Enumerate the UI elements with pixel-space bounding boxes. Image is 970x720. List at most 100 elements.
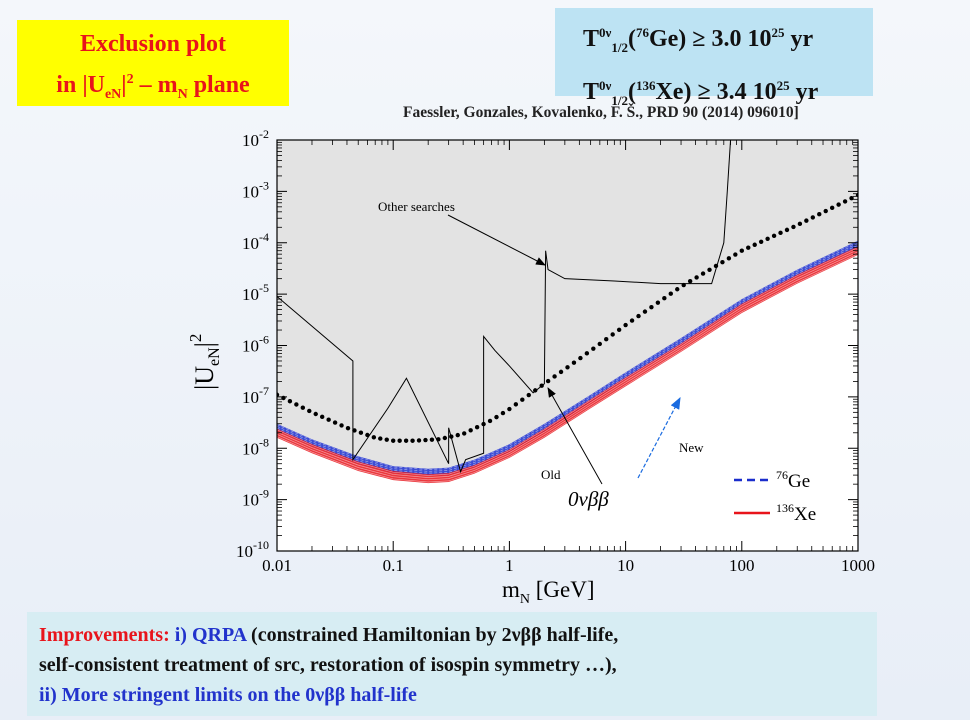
band-stripe-136Xe <box>277 251 858 481</box>
old-dot <box>713 263 719 269</box>
old-dot <box>616 327 622 332</box>
old-dot <box>487 418 493 424</box>
x-tick-label: 10 <box>617 556 634 575</box>
y-tick-label: 10-5 <box>242 281 269 304</box>
old-dot <box>397 438 402 443</box>
old-dot <box>332 420 338 425</box>
old-dot <box>636 313 641 319</box>
zeronu-arrow <box>547 387 603 485</box>
old-dot <box>558 369 564 375</box>
old-dot <box>313 411 318 417</box>
old-dot <box>507 406 512 412</box>
old-dot <box>694 275 699 280</box>
old-dot <box>784 227 790 233</box>
halflife-xe: T0ν1/2(136Xe) ≥ 3.4 1025 yr <box>583 77 819 108</box>
old-dot <box>791 224 796 230</box>
old-dot <box>681 282 686 288</box>
y-tick-label: 10-6 <box>242 333 269 356</box>
old-dot <box>436 437 441 442</box>
old-dot <box>584 351 590 356</box>
y-tick-label: 10-7 <box>242 384 269 407</box>
old-dot <box>842 199 848 204</box>
old-dot <box>319 414 325 420</box>
old-dot <box>423 437 428 443</box>
old-dot <box>462 431 467 436</box>
old-dot <box>642 309 648 314</box>
old-dot <box>468 428 473 433</box>
old-dot <box>526 392 531 398</box>
slide-title: Exclusion plot in |UeN|2 – mN plane <box>17 20 289 106</box>
old-dot <box>545 378 551 384</box>
old-dot <box>539 383 544 388</box>
old-dot <box>494 414 499 420</box>
old-dot <box>668 291 673 296</box>
old-dot <box>662 296 667 301</box>
old-dot <box>500 410 506 416</box>
x-tick-label: 0.01 <box>262 556 292 575</box>
old-dot <box>300 405 306 410</box>
old-dot <box>655 300 661 305</box>
old-dot <box>416 438 422 443</box>
old-dot <box>571 360 577 365</box>
legend: 76Ge 136Xe <box>734 468 816 525</box>
title-line1: Exclusion plot <box>79 31 227 57</box>
old-dot <box>797 221 803 227</box>
y-tick-label: 10-3 <box>242 178 269 201</box>
old-dot <box>345 425 351 431</box>
x-axis-label: mN [GeV] <box>502 577 595 607</box>
old-dot <box>339 423 344 428</box>
reference-citation: Faessler, Gonzales, Kovalenko, F. Š., PR… <box>403 104 799 121</box>
old-dot <box>597 341 602 347</box>
old-dot <box>384 437 389 442</box>
old-dot <box>771 233 777 239</box>
old-dot <box>746 245 751 250</box>
x-tick-label: 0.1 <box>383 556 404 575</box>
y-tick-label: 10-8 <box>242 435 269 458</box>
halflife-ge: T0ν1/2(76Ge) ≥ 3.0 1025 yr <box>583 25 814 55</box>
old-dot <box>378 436 383 441</box>
old-dot <box>365 432 370 438</box>
old-dot <box>720 259 725 265</box>
old-dot <box>604 337 609 342</box>
other-searches-arrow <box>447 214 546 266</box>
old-dot <box>700 271 706 276</box>
old-dot <box>758 239 764 244</box>
old-dot <box>294 402 299 407</box>
x-tick-label: 1 <box>505 556 514 575</box>
band-136Xe <box>277 246 858 484</box>
old-dot <box>481 421 486 427</box>
old-dot <box>707 267 712 272</box>
old-dot <box>358 430 364 435</box>
old-dot <box>429 437 435 442</box>
y-tick-label: 10-4 <box>242 230 269 253</box>
band-stripe-136Xe <box>277 253 858 483</box>
y-tick-label: 10-10 <box>236 538 269 561</box>
old-dot <box>474 424 480 430</box>
old-dot <box>403 438 409 443</box>
old-dot <box>449 434 454 439</box>
old-dot <box>649 304 654 310</box>
old-dot <box>752 242 757 247</box>
y-tick-label: 10-9 <box>242 487 269 510</box>
old-dot <box>552 374 557 379</box>
improvements-line3: ii) More stringent limits on the 0νββ ha… <box>39 684 417 706</box>
old-dot <box>371 435 377 440</box>
annotation-zeronu: 0νββ <box>568 487 609 511</box>
old-dot <box>629 318 635 323</box>
old-dot <box>307 408 312 414</box>
old-dot <box>675 287 680 292</box>
series-other-searches <box>277 140 732 474</box>
old-dot <box>287 399 293 404</box>
improvements-line2: self-consistent treatment of src, restor… <box>39 654 617 676</box>
halflife-box: T0ν1/2(76Ge) ≥ 3.0 1025 yr T0ν1/2(136Xe)… <box>555 8 873 108</box>
old-dot <box>687 279 693 284</box>
old-dot <box>455 432 460 438</box>
excluded-region <box>277 140 858 469</box>
old-dot <box>410 438 415 443</box>
title-line2: in |UeN|2 – mN plane <box>56 72 250 102</box>
old-dot <box>578 355 583 361</box>
annotation-new: New <box>679 440 704 455</box>
annotation-old: Old <box>541 467 561 482</box>
y-axis-label: |UeN|2 <box>186 334 223 390</box>
band-stripe-136Xe <box>277 249 858 478</box>
